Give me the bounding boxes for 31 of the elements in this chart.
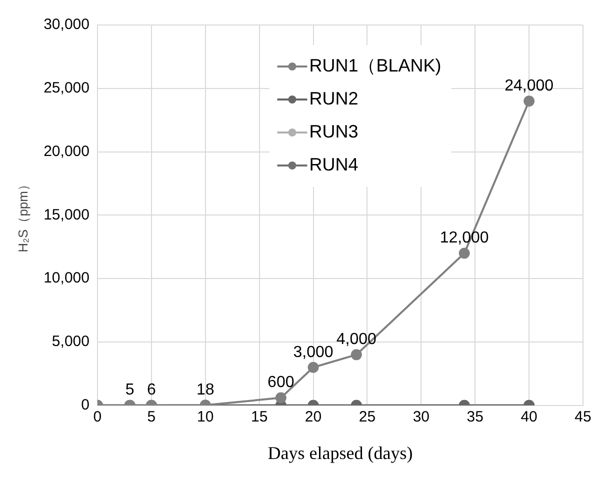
data-label: 600 [268, 374, 294, 392]
x-tick-label: 0 [93, 408, 102, 426]
y-tick-label: 0 [81, 396, 90, 414]
data-label: 12,000 [440, 230, 489, 247]
data-label: 24,000 [504, 77, 554, 94]
y-axis-title: H₂S（ppm） [15, 178, 30, 252]
y-tick-label: 10,000 [44, 270, 90, 287]
y-tick-label: 20,000 [44, 142, 90, 160]
legend-label: RUN3 [309, 121, 358, 142]
x-tick-label: 20 [304, 408, 322, 426]
y-tick-label: 30,000 [44, 16, 90, 34]
data-label: 5 [125, 382, 134, 399]
x-tick-label: 25 [358, 408, 376, 426]
legend-label: RUN4 [309, 154, 358, 174]
x-tick-label: 45 [574, 408, 592, 426]
y-tick-label: 5,000 [52, 333, 90, 350]
data-label: 6 [146, 382, 156, 399]
x-tick-label: 40 [520, 408, 538, 426]
data-label: 4,000 [336, 331, 377, 348]
x-tick-label: 30 [412, 408, 430, 426]
data-label: 3,000 [293, 344, 334, 361]
data-label: 18 [196, 382, 214, 399]
x-tick-label: 5 [147, 408, 156, 426]
legend-label: RUN2 [309, 88, 358, 108]
x-axis-title: Days elapsed (days) [268, 442, 413, 463]
y-tick-label: 15,000 [44, 206, 90, 224]
x-tick-label: 35 [466, 408, 484, 426]
x-tick-label: 10 [197, 408, 214, 426]
x-tick-label: 15 [250, 408, 268, 426]
legend-label: RUN1（BLANK) [309, 55, 442, 76]
y-tick-label: 25,000 [44, 80, 90, 97]
